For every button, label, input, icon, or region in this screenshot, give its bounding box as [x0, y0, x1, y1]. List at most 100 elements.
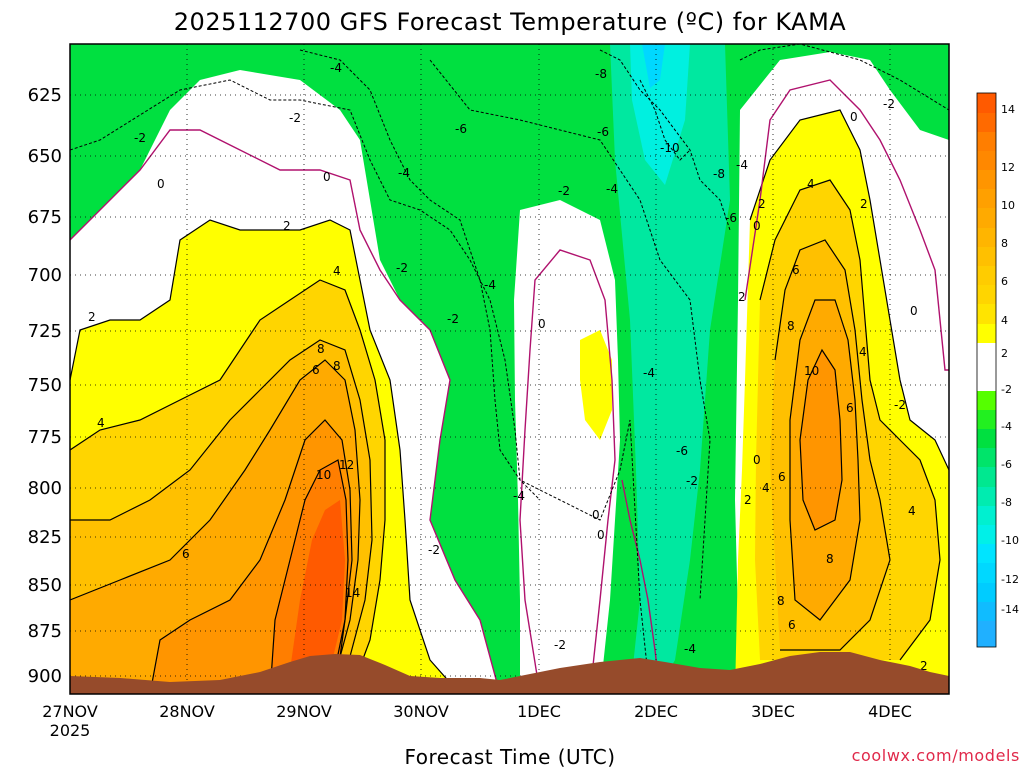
- contour-label: 4: [762, 481, 770, 495]
- contour-label: 8: [787, 319, 795, 333]
- band-warm-mid: [514, 200, 620, 694]
- y-tick-label: 625: [28, 85, 62, 106]
- contour-plus10: [149, 419, 353, 694]
- contour-label: 0: [753, 453, 761, 467]
- contour-label: -2: [894, 398, 906, 412]
- contour-label: 4: [333, 264, 341, 278]
- contour-label: 4: [807, 177, 815, 191]
- contour-label: 4: [908, 504, 916, 518]
- contour-plus2: [70, 219, 461, 694]
- contour-label: 0: [597, 528, 605, 542]
- contour-label: -4: [606, 182, 618, 196]
- contour-label: -2: [883, 97, 895, 111]
- contour-label: -6: [676, 444, 688, 458]
- contour-plus6: [70, 339, 373, 694]
- contour-label: 2: [920, 659, 928, 673]
- contour-label: -2: [558, 184, 570, 198]
- contour-label: 0: [592, 508, 600, 522]
- contour-label: -4: [684, 642, 696, 656]
- contour-label: 10: [316, 468, 331, 482]
- contour-zero-mid: [519, 249, 616, 694]
- y-tick-label: 875: [28, 621, 62, 642]
- contour-east-plus8: [789, 299, 861, 621]
- contour-east-plus6: [774, 239, 891, 651]
- contour-label: 8: [777, 594, 785, 608]
- contour-label: -6: [725, 211, 737, 225]
- band-very-cold: [642, 44, 665, 88]
- y-tick-label: 850: [28, 575, 62, 596]
- contour-label: 6: [846, 401, 854, 415]
- contour-label: -8: [713, 167, 725, 181]
- contour-east-plus4: [759, 179, 941, 661]
- contour-label: -4: [398, 166, 410, 180]
- contour-label: -2: [554, 638, 566, 652]
- contour-zero-east: [744, 79, 949, 371]
- contour-label: -10: [660, 141, 680, 155]
- x-tick-label: 2DEC: [634, 702, 678, 721]
- contour-label: -2: [134, 131, 146, 145]
- colorbar-label: 14: [1001, 103, 1015, 116]
- colorbar-label: -4: [1001, 420, 1012, 433]
- contour-label: -2: [447, 312, 459, 326]
- contour-label: -4: [736, 158, 748, 172]
- contour-minus6: [429, 59, 711, 601]
- contour-label: 8: [317, 342, 325, 356]
- contour-plus4: [70, 279, 386, 694]
- contour-label: -8: [595, 67, 607, 81]
- contour-label: 14: [345, 586, 360, 600]
- colorbar-labels: 14 12 10 8 6 4 2 -2 -4 -6 -8 -10 -12 -14: [1001, 103, 1019, 616]
- plot-frame: [69, 43, 950, 695]
- y-tick-label: 650: [28, 146, 62, 167]
- contour-label: 2: [744, 493, 752, 507]
- grid: [70, 44, 949, 694]
- plot-area: -4 -8 -2 0 -2 -6 -2 -6 -10 -4 0 -8 -4 0 …: [70, 44, 949, 694]
- colorbar-label: 2: [1001, 347, 1008, 360]
- colorbar-label: -8: [1001, 496, 1012, 509]
- contour-label: -4: [330, 61, 342, 75]
- colorbar-label: 6: [1001, 275, 1008, 288]
- terrain: [70, 652, 949, 694]
- colorbar-label: 12: [1001, 161, 1015, 174]
- x-tick-label: 4DEC: [868, 702, 912, 721]
- x-tick-label: 30NOV: [393, 702, 449, 721]
- band-plus2-mid: [580, 330, 612, 440]
- contour-label: 6: [312, 363, 320, 377]
- colorbar-label: 10: [1001, 199, 1015, 212]
- contour-label: 2: [860, 197, 868, 211]
- contour-minus4: [299, 49, 541, 501]
- contour-plus8: [70, 359, 361, 694]
- colorbar-label: 4: [1001, 314, 1008, 327]
- contour-label: -2: [396, 261, 408, 275]
- contour-label: 2: [88, 310, 96, 324]
- x-tick-label: 1DEC: [517, 702, 561, 721]
- contour-label: 6: [778, 470, 786, 484]
- y-tick-label: 825: [28, 527, 62, 548]
- band-plus14-west: [290, 500, 345, 670]
- y-axis: 625 650 675 700 725 750 775 800 825 850 …: [28, 85, 62, 687]
- x-tick-label: 3DEC: [751, 702, 795, 721]
- contour-label: 6: [792, 263, 800, 277]
- band-plus10-east: [800, 350, 842, 530]
- contour-label: -4: [513, 489, 525, 503]
- y-tick-label: 725: [28, 321, 62, 342]
- contour-label: 6: [788, 618, 796, 632]
- contour-label: 12: [339, 458, 354, 472]
- x-tick-label: 27NOV: [42, 702, 98, 721]
- y-tick-label: 750: [28, 375, 62, 396]
- colorbar: [976, 92, 997, 648]
- contour-label: -2: [686, 474, 698, 488]
- x-axis: 27NOV 28NOV 29NOV 30NOV 1DEC 2DEC 3DEC 4…: [42, 702, 912, 740]
- contour-label: 6: [182, 547, 190, 561]
- contour-plus12: [269, 459, 349, 694]
- contour-east-plus10: [799, 348, 843, 531]
- contour-label: -2: [289, 111, 301, 125]
- colorbar-label: -10: [1001, 534, 1019, 547]
- contour-label: -2: [428, 543, 440, 557]
- colorbar-label: -6: [1001, 458, 1012, 471]
- contour-east-plus2: [749, 109, 949, 471]
- x-tick-label: 29NOV: [276, 702, 332, 721]
- contour-label: -4: [484, 278, 496, 292]
- contour-label: 0: [910, 304, 918, 318]
- y-tick-label: 900: [28, 666, 62, 687]
